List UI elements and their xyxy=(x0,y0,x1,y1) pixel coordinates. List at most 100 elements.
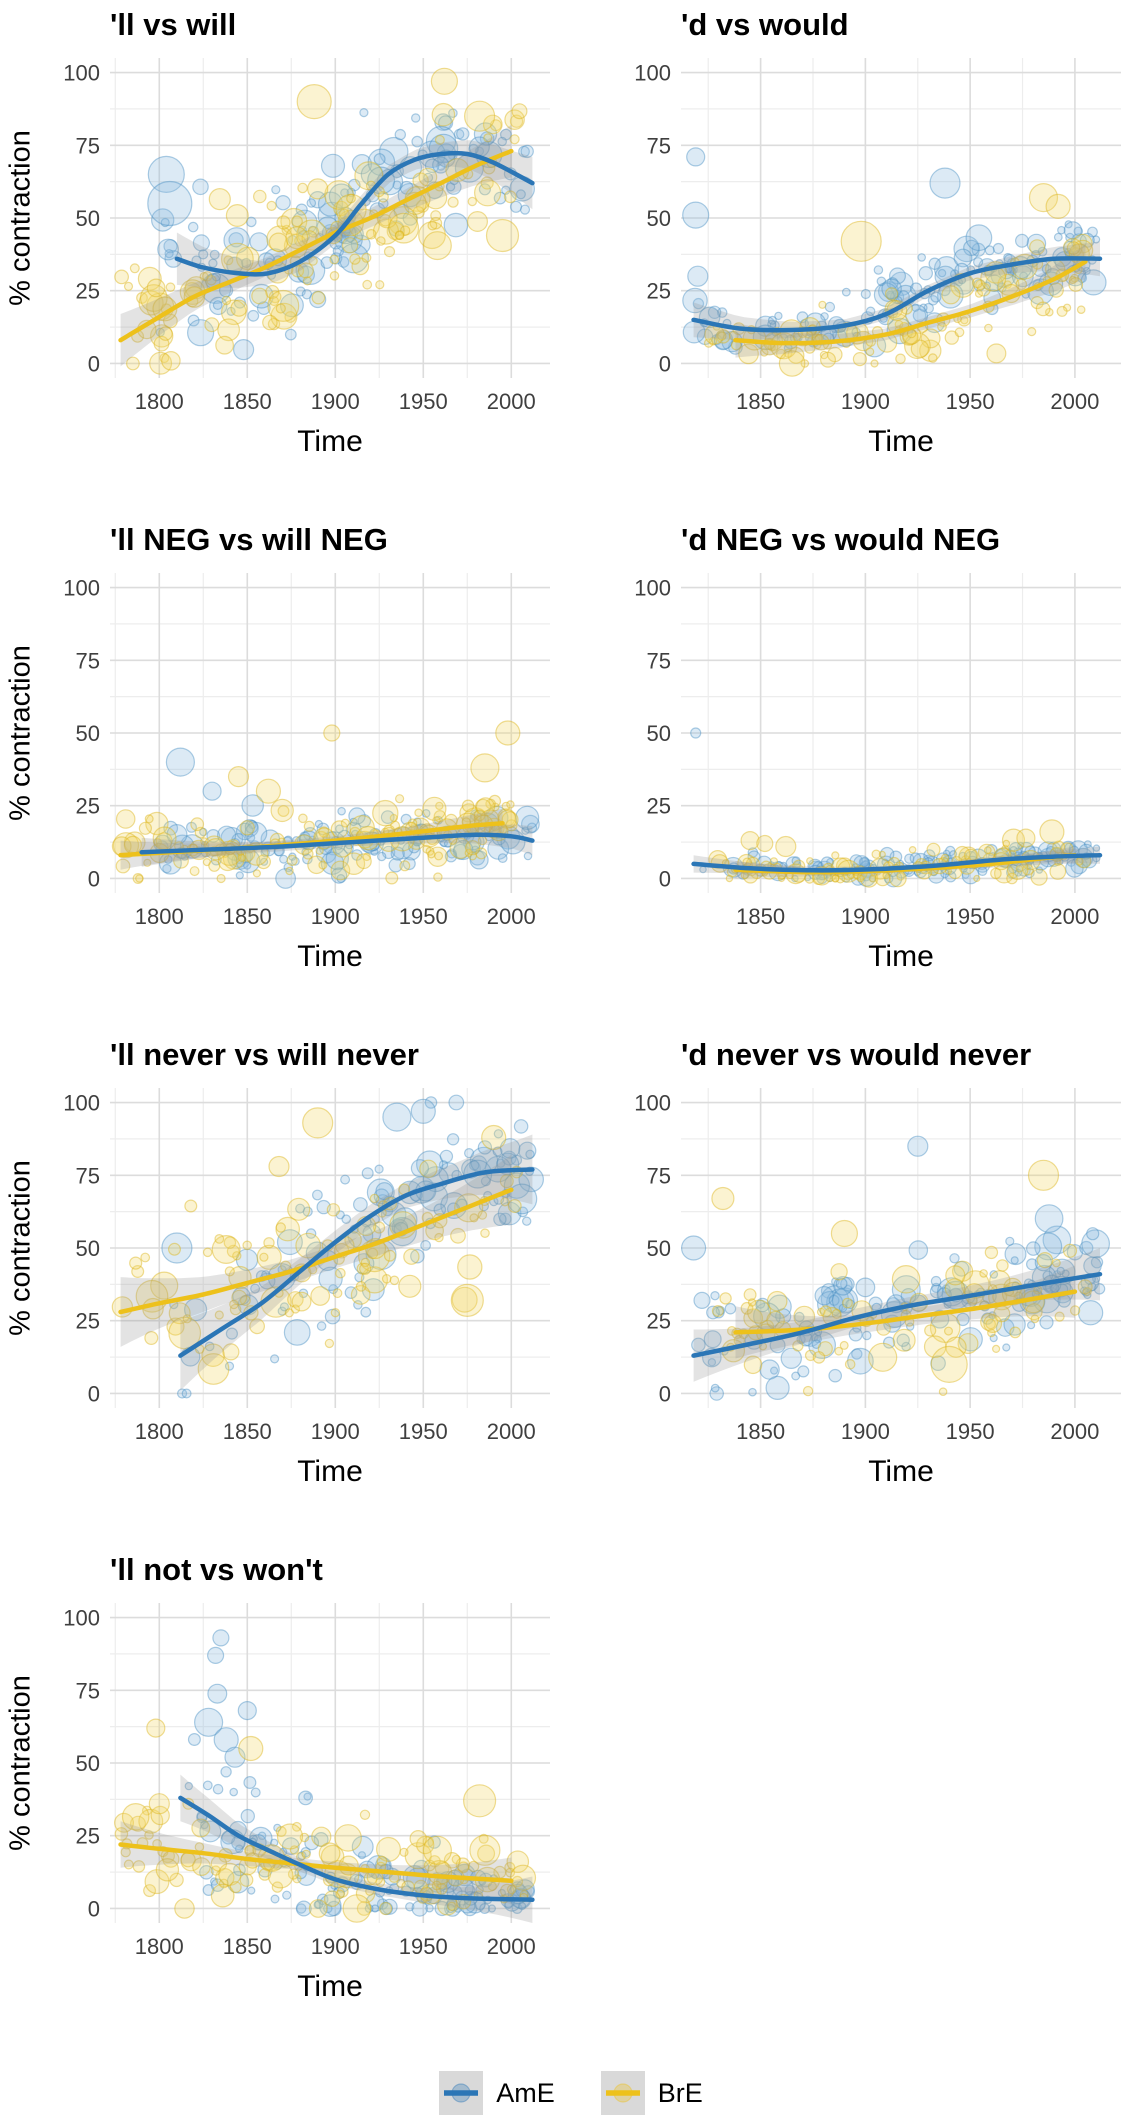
data-point xyxy=(317,201,346,230)
data-point xyxy=(357,1851,367,1860)
data-point xyxy=(1065,859,1084,878)
data-point xyxy=(523,851,533,861)
data-point xyxy=(408,841,421,854)
data-point xyxy=(211,272,221,282)
x-tick-label: 2000 xyxy=(487,1934,536,1959)
data-point xyxy=(253,189,267,204)
data-point xyxy=(190,817,205,832)
data-point xyxy=(207,1683,228,1704)
data-point xyxy=(791,874,799,883)
data-point xyxy=(275,1216,300,1242)
data-point xyxy=(1011,265,1034,288)
data-point xyxy=(780,1347,802,1369)
data-point xyxy=(301,1849,311,1859)
data-point xyxy=(1026,1258,1039,1271)
data-point xyxy=(285,866,294,876)
data-point xyxy=(495,720,521,746)
data-point xyxy=(479,131,495,146)
data-point xyxy=(1002,839,1011,848)
data-point xyxy=(412,206,425,219)
data-point xyxy=(496,1158,506,1168)
data-point xyxy=(209,249,220,260)
data-point xyxy=(509,114,524,128)
data-point xyxy=(302,853,313,865)
data-point xyxy=(1037,246,1048,257)
data-point xyxy=(115,809,136,829)
data-point xyxy=(1039,1315,1054,1330)
data-point xyxy=(961,1270,990,1299)
data-point xyxy=(865,347,875,357)
data-point xyxy=(277,1306,287,1316)
y-tick-label: 50 xyxy=(76,1751,100,1776)
data-point xyxy=(328,183,354,209)
data-point xyxy=(1025,1303,1043,1321)
data-point xyxy=(299,1832,310,1843)
data-point xyxy=(373,1221,386,1234)
data-point xyxy=(146,278,166,298)
data-point xyxy=(390,820,401,831)
data-point xyxy=(354,161,384,191)
data-point xyxy=(239,1873,254,1887)
x-axis-title: Time xyxy=(297,940,363,973)
data-point xyxy=(138,290,164,316)
data-point xyxy=(129,1256,143,1270)
data-point xyxy=(929,1284,944,1299)
data-point xyxy=(123,281,134,291)
data-point xyxy=(316,822,330,836)
data-point xyxy=(896,872,905,881)
data-point xyxy=(229,1787,239,1797)
scatter-plot: 1850 1900 1950 2000 0 25 50 75 100 xyxy=(634,1088,1121,1444)
data-point xyxy=(340,188,350,198)
data-point xyxy=(435,801,444,811)
facet-grid: 'll vs will % contraction 1800 1850 1900 19… xyxy=(4,7,1121,2003)
trend-lines xyxy=(118,820,535,858)
panel-title: 'll not vs won't xyxy=(110,1552,323,1587)
data-point xyxy=(330,1881,339,1890)
data-point xyxy=(267,317,281,331)
data-point xyxy=(114,1827,129,1841)
data-point xyxy=(1082,266,1091,276)
data-point xyxy=(1034,1253,1053,1272)
data-point xyxy=(323,1890,341,1907)
data-point xyxy=(891,1265,921,1294)
data-point xyxy=(169,1872,184,1888)
data-point xyxy=(493,191,507,205)
data-point xyxy=(298,1790,314,1806)
data-point xyxy=(711,1186,735,1211)
data-point xyxy=(181,1388,192,1399)
y-tick-label: 100 xyxy=(63,61,100,86)
data-point xyxy=(713,331,733,351)
data-point xyxy=(329,271,340,281)
data-point xyxy=(849,854,863,868)
data-point xyxy=(271,185,281,195)
scatter-points xyxy=(682,147,1107,377)
data-point xyxy=(984,1245,999,1260)
x-tick-label: 1950 xyxy=(399,1419,448,1444)
data-point xyxy=(330,820,349,839)
trend-lines xyxy=(691,852,1103,875)
data-point xyxy=(952,1260,974,1282)
data-point xyxy=(143,858,152,867)
data-point xyxy=(1063,240,1077,255)
data-point xyxy=(326,1203,341,1217)
x-axis-title: Time xyxy=(297,1970,363,2003)
data-point xyxy=(244,819,259,834)
y-axis-title: % contraction xyxy=(4,1160,37,1336)
data-point xyxy=(228,232,244,248)
data-point xyxy=(389,1275,400,1286)
data-point xyxy=(944,1326,954,1336)
data-point xyxy=(150,1805,170,1826)
data-point xyxy=(276,1823,304,1850)
data-point xyxy=(132,873,144,885)
data-point xyxy=(422,1836,434,1848)
data-point xyxy=(856,874,865,883)
data-point xyxy=(980,1313,999,1332)
data-point xyxy=(501,811,519,829)
data-point xyxy=(976,282,991,297)
data-point xyxy=(399,860,411,872)
data-point xyxy=(766,1290,788,1312)
x-tick-label: 1800 xyxy=(135,904,184,929)
data-point xyxy=(399,180,414,195)
data-point xyxy=(711,1305,724,1318)
data-point xyxy=(953,1260,970,1277)
